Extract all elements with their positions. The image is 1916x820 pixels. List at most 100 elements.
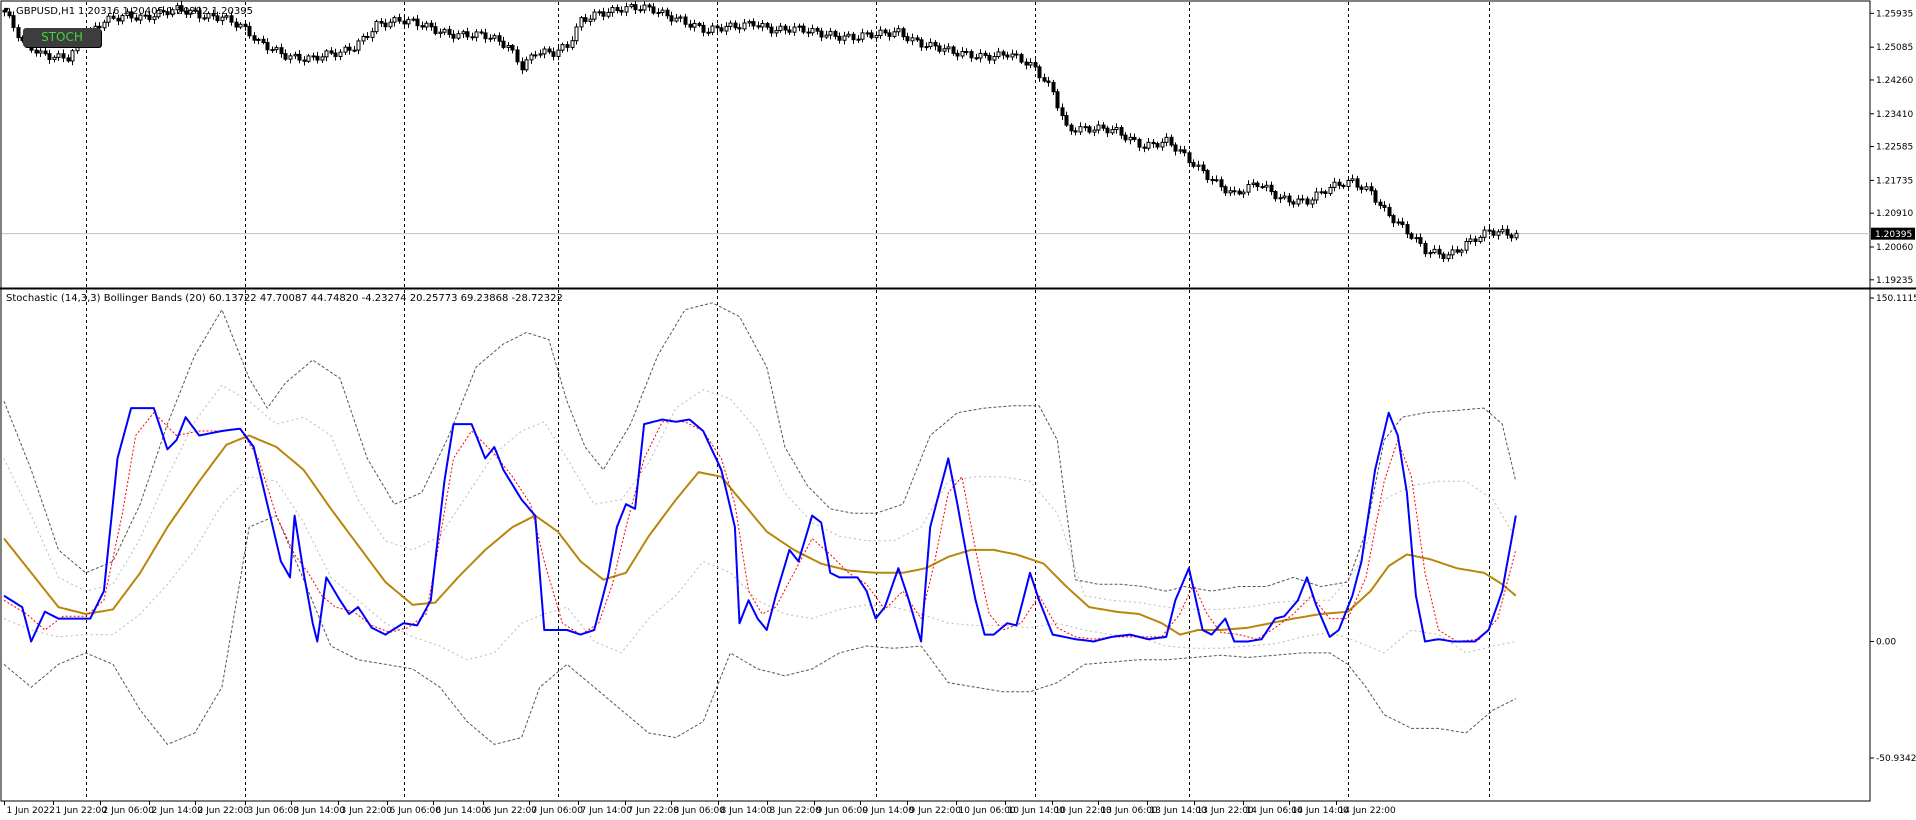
candle-body bbox=[583, 17, 588, 22]
candle-body bbox=[1223, 186, 1228, 194]
time-tick-label: 2 Jun 14:00 bbox=[152, 806, 204, 816]
candle-body bbox=[1092, 129, 1097, 133]
candle-body bbox=[706, 31, 711, 34]
candle-body bbox=[1001, 51, 1006, 56]
ohlc-readout: 1.20316 1.20405 1.20292 1.20395 bbox=[78, 6, 253, 17]
time-tick-label: 7 Jun 22:00 bbox=[628, 806, 680, 816]
symbol-label: GBPUSD,H1 bbox=[16, 6, 75, 17]
time-tick-label: 9 Jun 22:00 bbox=[910, 806, 962, 816]
candle-body bbox=[311, 55, 316, 58]
candle-body bbox=[510, 45, 515, 51]
time-tick-label: 8 Jun 06:00 bbox=[674, 806, 726, 816]
current-price-marker bbox=[1871, 227, 1915, 240]
candle-body bbox=[365, 35, 370, 38]
candle-body bbox=[106, 15, 111, 23]
candle-body bbox=[878, 29, 883, 37]
candle-body bbox=[874, 35, 879, 39]
candle-body bbox=[1164, 136, 1169, 143]
bollinger-upper-line bbox=[3, 302, 1517, 592]
candle-body bbox=[1169, 136, 1174, 146]
candle-body bbox=[615, 7, 620, 12]
candle-body bbox=[1060, 107, 1065, 117]
candle-body bbox=[915, 37, 920, 41]
candle-body bbox=[896, 28, 901, 33]
price-tick-label: 1.24260 bbox=[1876, 76, 1913, 86]
candle-body bbox=[565, 44, 570, 48]
time-tick-label: 13 Jun 06:00 bbox=[1101, 806, 1158, 816]
candle-body bbox=[701, 24, 706, 33]
current-price-label: 1.20395 bbox=[1875, 230, 1912, 240]
candle-body bbox=[656, 12, 661, 15]
triangle-down-icon[interactable]: ▾ bbox=[4, 5, 9, 16]
candle-body bbox=[1428, 252, 1433, 255]
candle-body bbox=[1509, 234, 1514, 239]
candle-body bbox=[860, 32, 865, 40]
candle-body bbox=[1382, 204, 1387, 208]
candle-body bbox=[352, 49, 357, 52]
candle-body bbox=[229, 15, 234, 23]
oscillator-pane-frame bbox=[0, 288, 1871, 802]
candle-body bbox=[406, 18, 411, 25]
candle-body bbox=[1037, 66, 1042, 79]
candle-body bbox=[193, 9, 198, 12]
candle-body bbox=[1132, 136, 1137, 140]
candle-body bbox=[728, 22, 733, 27]
candle-body bbox=[606, 11, 611, 17]
candle-body bbox=[1114, 127, 1119, 131]
candle-body bbox=[456, 33, 461, 39]
time-tick-label: 9 Jun 14:00 bbox=[863, 806, 915, 816]
candle-body bbox=[197, 10, 202, 19]
candle-body bbox=[1355, 178, 1360, 188]
oscillator-title: Stochastic (14,3,3) Bollinger Bands (20)… bbox=[6, 293, 563, 304]
candle-body bbox=[765, 22, 770, 28]
candle-body bbox=[819, 30, 824, 38]
candle-body bbox=[152, 16, 157, 21]
candle-body bbox=[1269, 184, 1274, 193]
candle-body bbox=[669, 15, 674, 22]
candle-body bbox=[361, 35, 366, 42]
candle-body bbox=[1046, 80, 1051, 83]
candle-body bbox=[492, 35, 497, 39]
stoch-indicator-button[interactable]: STOCH bbox=[23, 28, 101, 47]
candle-body bbox=[1101, 124, 1106, 129]
candle-body bbox=[1464, 241, 1469, 251]
candle-body bbox=[34, 49, 39, 54]
candle-body bbox=[887, 32, 892, 37]
candle-body bbox=[234, 21, 239, 28]
time-tick-label: 10 Jun 14:00 bbox=[1008, 806, 1065, 816]
candle-body bbox=[1255, 182, 1260, 188]
candle-body bbox=[1359, 186, 1364, 190]
candle-body bbox=[483, 32, 488, 40]
candle-body bbox=[1010, 53, 1015, 58]
candle-body bbox=[983, 52, 988, 56]
candle-body bbox=[1350, 178, 1355, 182]
time-tick-label: 2 Jun 06:00 bbox=[103, 806, 155, 816]
candle-body bbox=[992, 56, 997, 61]
candle-body bbox=[520, 61, 525, 71]
candle-body bbox=[783, 25, 788, 31]
candle-body bbox=[138, 14, 143, 21]
candle-body bbox=[551, 51, 556, 57]
candle-body bbox=[147, 14, 152, 21]
candle-body bbox=[1369, 186, 1374, 192]
candle-body bbox=[964, 51, 969, 54]
time-tick-label: 14 Jun 06:00 bbox=[1246, 806, 1303, 816]
candle-body bbox=[883, 29, 888, 34]
oscillator-pane[interactable]: 150.11158 0.00 -50.93427 bbox=[0, 288, 1916, 802]
bollinger-lower-line bbox=[3, 515, 1517, 745]
candle-body bbox=[1246, 183, 1251, 193]
candle-body bbox=[715, 25, 720, 29]
candle-body bbox=[392, 17, 397, 23]
candle-body bbox=[1500, 228, 1505, 233]
candle-body bbox=[960, 51, 965, 57]
candle-body bbox=[7, 11, 12, 17]
candle-body bbox=[1096, 124, 1101, 131]
candle-body bbox=[306, 55, 311, 62]
candle-body bbox=[1151, 141, 1156, 145]
candle-body bbox=[302, 59, 307, 62]
candle-body bbox=[56, 53, 61, 58]
candle-body bbox=[1491, 230, 1496, 236]
time-tick-label: 2 Jun 22:00 bbox=[198, 806, 250, 816]
